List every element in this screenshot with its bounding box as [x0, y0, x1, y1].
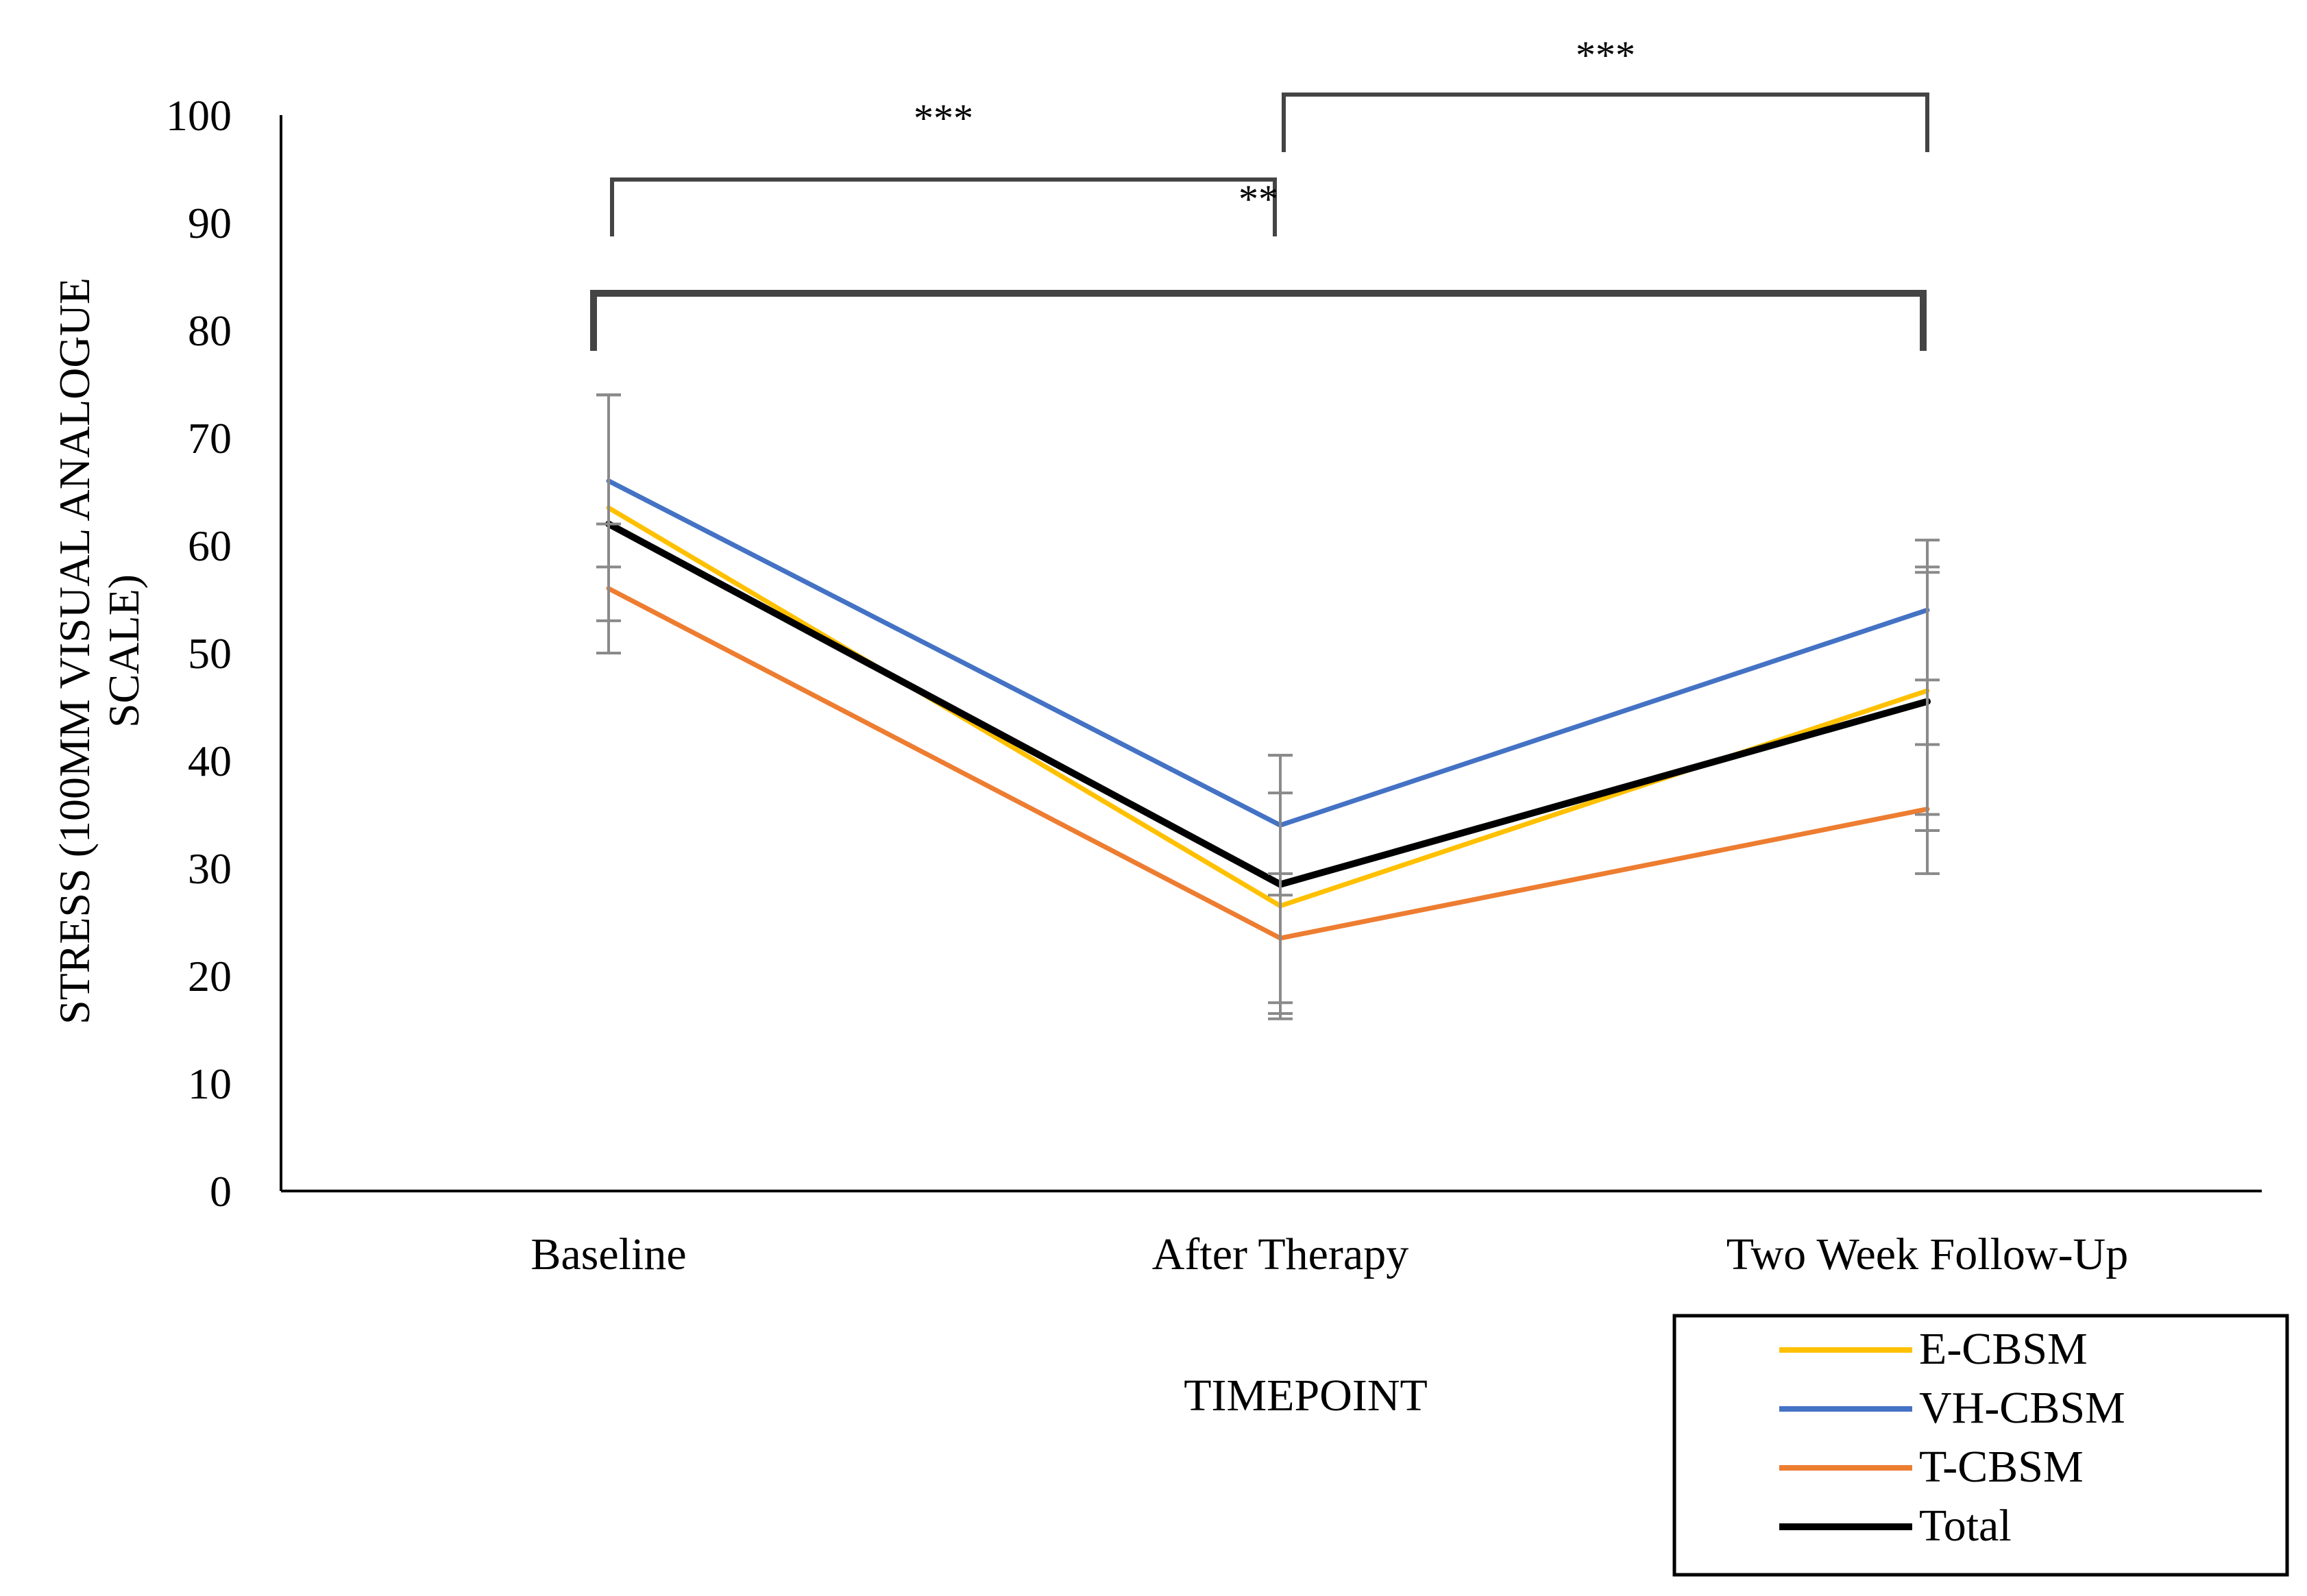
- x-axis-label: TIMEPOINT: [1184, 1371, 1428, 1421]
- y-tick-label: 50: [188, 629, 232, 678]
- x-tick-label: After Therapy: [1152, 1229, 1408, 1279]
- axes: [280, 115, 2262, 1192]
- y-tick-labels: 0 10 20 30 40 50 60 70 80 90 100: [166, 91, 232, 1216]
- legend-label: E-CBSM: [1919, 1324, 2088, 1374]
- error-bar: [1915, 571, 1940, 833]
- legend-box: [1672, 1314, 2289, 1577]
- legend-label: VH-CBSM: [1919, 1383, 2125, 1433]
- x-tick-label: Baseline: [530, 1229, 686, 1279]
- x-tick-label: Two Week Follow-Up: [1726, 1229, 2128, 1279]
- error-bar: [596, 393, 621, 654]
- y-tick-label: 80: [188, 306, 232, 355]
- x-tick-labels: Baseline After Therapy Two Week Follow-Up: [530, 1229, 2128, 1279]
- significance-label: ***: [914, 96, 973, 140]
- legend-item: E-CBSM: [1779, 1324, 2088, 1374]
- series-line-vh-cbsm: [606, 478, 1930, 828]
- y-tick-label: 70: [188, 414, 232, 463]
- y-tick-label: 60: [188, 521, 232, 570]
- y-tick-label: 30: [188, 844, 232, 893]
- legend-item: VH-CBSM: [1779, 1383, 2125, 1433]
- y-tick-label: 0: [210, 1167, 232, 1216]
- series-line-total: [605, 520, 1931, 888]
- legend-item: Total: [1779, 1501, 2012, 1551]
- significance-label: ***: [1576, 33, 1635, 77]
- legend-label: T-CBSM: [1919, 1442, 2084, 1492]
- y-axis-label-line1: STRESS (100MM VISUAL ANALOGUE: [50, 278, 99, 1024]
- y-tick-label: 40: [188, 737, 232, 785]
- y-axis-label-line2: SCALE): [99, 574, 148, 728]
- series-line-t-cbsm: [606, 586, 1930, 941]
- significance-label: **: [1238, 177, 1278, 221]
- legend-label: Total: [1919, 1501, 2012, 1551]
- error-bar: [1268, 754, 1293, 1015]
- error-bars: [596, 393, 1940, 1020]
- significance-bracket: [610, 177, 1277, 236]
- legend-item: T-CBSM: [1779, 1442, 2084, 1492]
- y-axis-label: STRESS (100MM VISUAL ANALOGUESCALE): [50, 278, 148, 1024]
- significance-bracket: [1282, 93, 1929, 152]
- y-tick-label: 20: [188, 952, 232, 1000]
- legend: E-CBSM VH-CBSM T-CBSM Total: [1672, 1314, 2289, 1577]
- y-tick-label: 10: [188, 1059, 232, 1108]
- y-tick-label: 90: [188, 199, 232, 247]
- significance-brackets: ********: [590, 33, 1929, 351]
- series-lines: [605, 478, 1931, 941]
- significance-bracket: [590, 290, 1927, 351]
- y-tick-label: 100: [166, 91, 232, 140]
